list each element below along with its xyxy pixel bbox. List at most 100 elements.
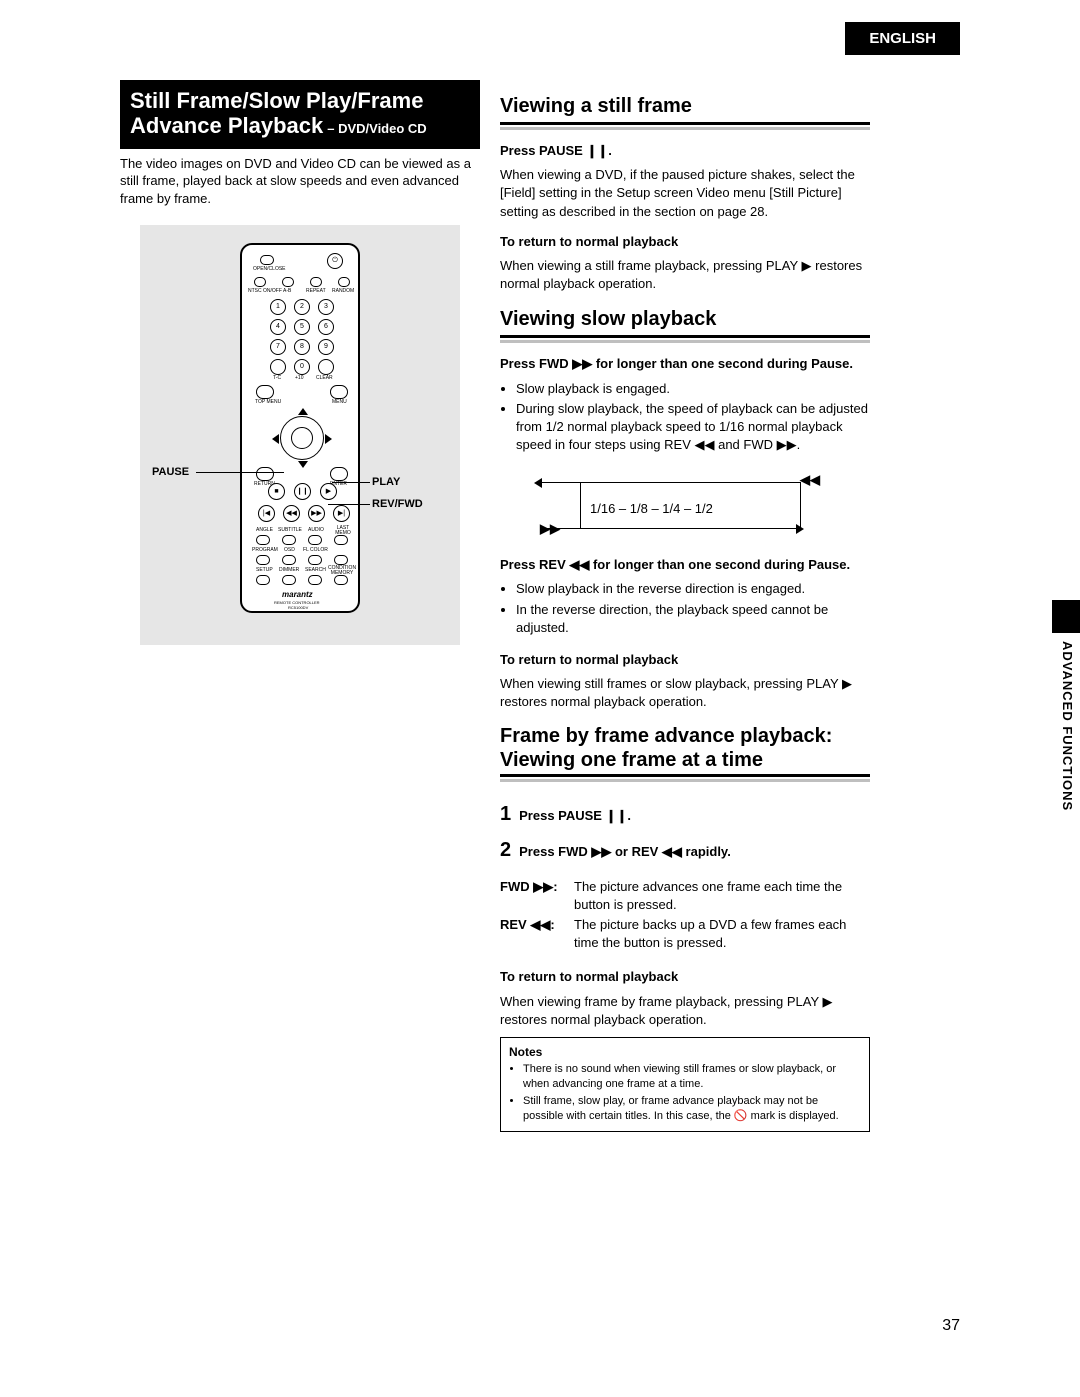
menu-button (330, 385, 348, 399)
subtitle-button (282, 535, 296, 545)
tc-label: T-C (273, 376, 281, 381)
key-clear (318, 359, 334, 375)
power-button: ⏻ (327, 253, 343, 269)
page-number: 37 (942, 1315, 960, 1337)
prev-button: |◀ (258, 505, 275, 522)
sec1-press: Press PAUSE ❙❙. (500, 142, 870, 160)
condition-button (334, 575, 348, 585)
osd-button (282, 555, 296, 565)
sec2-rev-bullets: Slow playback in the reverse direction i… (500, 580, 870, 637)
key-1: 1 (270, 299, 286, 315)
ntsc-button (254, 277, 266, 287)
open-close-label: OPEN/CLOSE (253, 267, 286, 272)
plus10-label: +10 (295, 376, 303, 381)
repeat-label: REPEAT (306, 289, 326, 294)
search-label: SEARCH (305, 568, 326, 573)
ntsc-label: NTSC ON/OFF (248, 289, 282, 294)
rev-def: REV ◀◀: The picture backs up a DVD a few… (500, 916, 870, 952)
remote-illustration: OPEN/CLOSE ⏻ NTSC ON/OFF A-B REPEAT RAND… (140, 225, 460, 645)
setup-button (256, 575, 270, 585)
flcolor-button (308, 555, 322, 565)
sec2-return-h: To return to normal playback (500, 651, 870, 669)
fwd-def: FWD ▶▶: The picture advances one frame e… (500, 878, 870, 914)
ab-button (282, 277, 294, 287)
subtitle-label: SUBTITLE (278, 528, 302, 533)
callout-pause: PAUSE (152, 465, 189, 480)
sec1-return-h: To return to normal playback (500, 233, 870, 251)
clear-label: CLEAR (316, 376, 333, 381)
key-3: 3 (318, 299, 334, 315)
key-7: 7 (270, 339, 286, 355)
lastmem-button (334, 535, 348, 545)
audio-label: AUDIO (308, 528, 324, 533)
key-0: 0 (294, 359, 310, 375)
fwd-symbol: ▶▶ (540, 520, 560, 538)
side-tab: ADVANCED FUNCTIONS (1052, 600, 1080, 850)
dpad (266, 402, 338, 474)
callout-pause-line (196, 472, 284, 473)
note-item: There is no sound when viewing still fra… (523, 1062, 861, 1092)
enter-button (330, 467, 348, 481)
osd-label: OSD (284, 548, 295, 553)
left-column: Still Frame/Slow Play/Frame Advance Play… (120, 80, 480, 645)
flcolor-label: FL COLOR (303, 548, 328, 553)
sec2-bullet: Slow playback is engaged. (516, 380, 870, 398)
speed-diagram: ◀◀ 1/16 – 1/8 – 1/4 – 1/2 ▶▶ (540, 468, 820, 548)
key-4: 4 (270, 319, 286, 335)
title-suffix: – DVD/Video CD (327, 120, 426, 138)
stop-button: ■ (268, 483, 285, 500)
side-tab-marker (1052, 600, 1080, 633)
random-label: RANDOM (332, 289, 354, 294)
sec2-rev-bullet: Slow playback in the reverse direction i… (516, 580, 870, 598)
key-tc (270, 359, 286, 375)
sec3-return-body: When viewing frame by frame playback, pr… (500, 993, 870, 1029)
sec2-title: Viewing slow playback (500, 305, 870, 338)
angle-button (256, 535, 270, 545)
sec1-return-body: When viewing a still frame playback, pre… (500, 257, 870, 293)
key-8: 8 (294, 339, 310, 355)
dimmer-button (282, 575, 296, 585)
step-2-text: Press FWD ▶▶ or REV ◀◀ rapidly. (519, 843, 731, 861)
notes-box: Notes There is no sound when viewing sti… (500, 1037, 870, 1133)
rev-button: ◀◀ (283, 505, 300, 522)
fwd-label: FWD ▶▶: (500, 878, 568, 914)
step-1: 1 Press PAUSE ❙❙. (500, 800, 870, 828)
program-button (256, 555, 270, 565)
play-button: ▶ (320, 483, 337, 500)
notes-list: There is no sound when viewing still fra… (509, 1062, 861, 1123)
step-1-text: Press PAUSE ❙❙. (519, 807, 631, 825)
ab-label: A-B (283, 289, 291, 294)
title-line-2: Advance Playback (130, 113, 323, 138)
remote-body: OPEN/CLOSE ⏻ NTSC ON/OFF A-B REPEAT RAND… (240, 243, 360, 613)
callout-revfwd: REV/FWD (372, 497, 423, 512)
rev-symbol: ◀◀ (800, 471, 820, 489)
title-line-1: Still Frame/Slow Play/Frame (130, 88, 470, 113)
speed-text: 1/16 – 1/8 – 1/4 – 1/2 (590, 500, 713, 518)
vline (580, 482, 581, 528)
key-9: 9 (318, 339, 334, 355)
intro-text: The video images on DVD and Video CD can… (120, 155, 480, 208)
next-button: ▶| (333, 505, 350, 522)
language-tab: ENGLISH (845, 22, 960, 55)
step-num-1: 1 (500, 800, 511, 828)
right-column: Viewing a still frame Press PAUSE ❙❙. Wh… (500, 80, 870, 1132)
sec2-press-rev: Press REV ◀◀ for longer than one second … (500, 556, 870, 574)
extra-button (334, 555, 348, 565)
sec2-bullets: Slow playback is engaged. During slow pl… (500, 380, 870, 455)
vline (800, 482, 801, 528)
notes-title: Notes (509, 1044, 861, 1060)
sec2-rule (500, 340, 870, 343)
return-button (256, 467, 274, 481)
top-menu-button (256, 385, 274, 399)
repeat-button (310, 277, 322, 287)
audio-button (308, 535, 322, 545)
pause-button: ❙❙ (294, 483, 311, 500)
sec1-rule (500, 127, 870, 130)
callout-revfwd-line (328, 504, 370, 505)
feature-title-block: Still Frame/Slow Play/Frame Advance Play… (120, 80, 480, 149)
sec1-title: Viewing a still frame (500, 92, 870, 125)
sec2-press-fwd: Press FWD ▶▶ for longer than one second … (500, 355, 870, 373)
sec3-rule (500, 779, 870, 782)
side-tab-label: ADVANCED FUNCTIONS (1052, 633, 1076, 811)
search-button (308, 575, 322, 585)
